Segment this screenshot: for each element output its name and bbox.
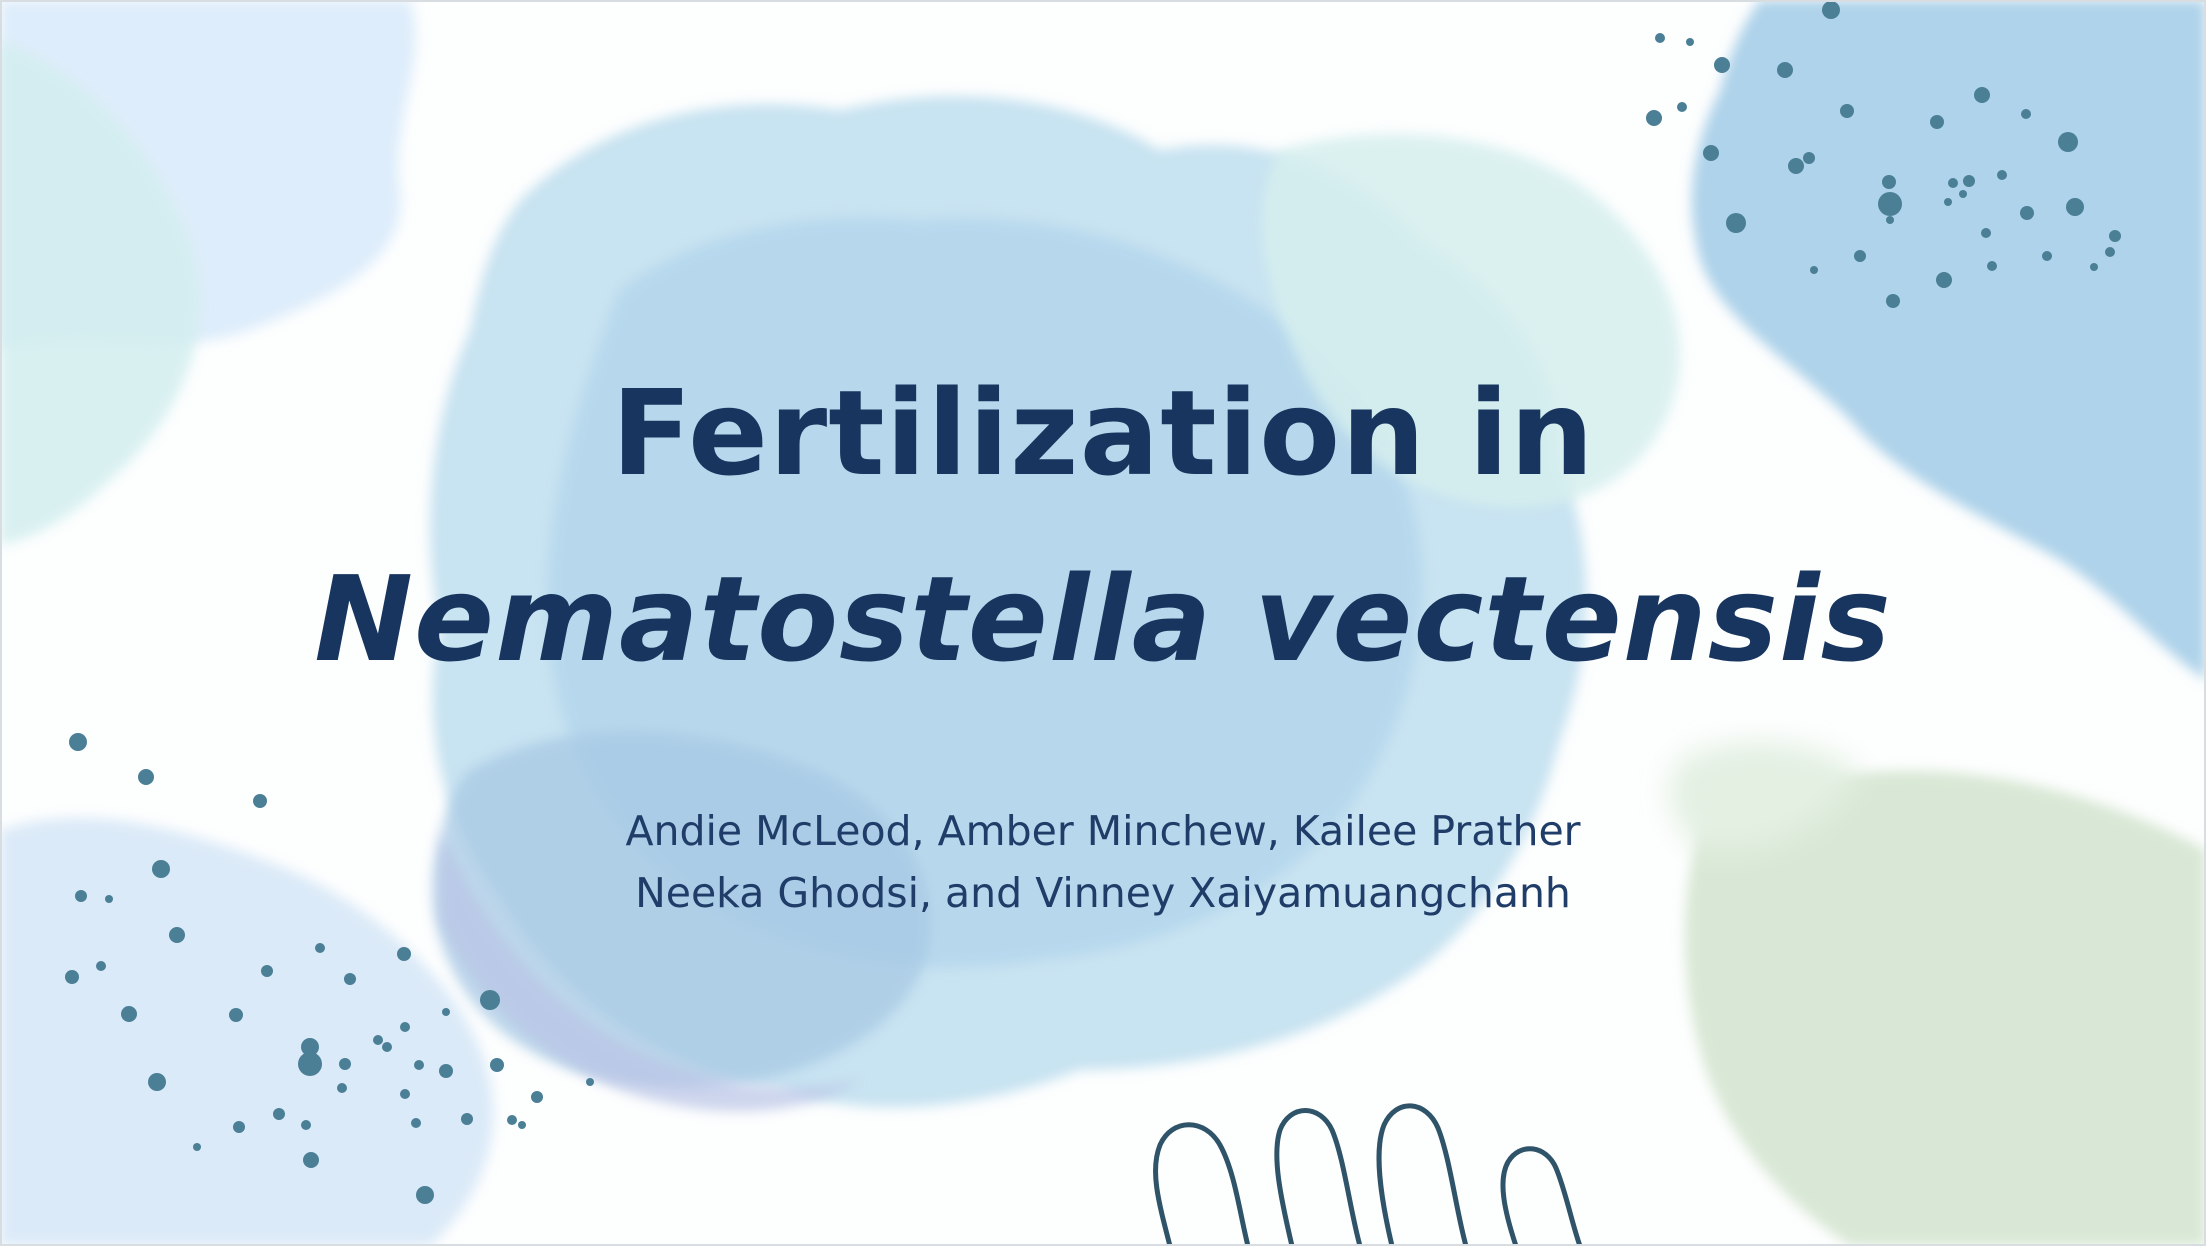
speckle-dots-bottom-left [65, 733, 594, 1204]
speckle-dots-top-right [1646, 1, 2121, 308]
decorative-loops [1153, 1103, 1583, 1246]
blob-bottom-right [1685, 770, 2206, 1246]
slide-title: Fertilization in Nematostella vectensis [0, 340, 2206, 712]
authors-line-2: Neeka Ghodsi, and Vinney Xaiyamuangchanh [635, 869, 1571, 917]
blob-left-mint [0, 40, 201, 545]
title-line-2-species: Nematostella vectensis [314, 550, 1892, 688]
authors-block: Andie McLeod, Amber Minchew, Kailee Prat… [0, 800, 2206, 924]
blob-top-right [1691, 0, 2206, 680]
title-line-1: Fertilization in [611, 364, 1595, 502]
blob-bottom-left [0, 817, 494, 1246]
blob-bottom-right-pale [1669, 741, 1860, 852]
blob-mid-right-mint [1261, 134, 1680, 508]
authors-line-1: Andie McLeod, Amber Minchew, Kailee Prat… [625, 807, 1581, 855]
blob-center-lavender [440, 830, 860, 1112]
